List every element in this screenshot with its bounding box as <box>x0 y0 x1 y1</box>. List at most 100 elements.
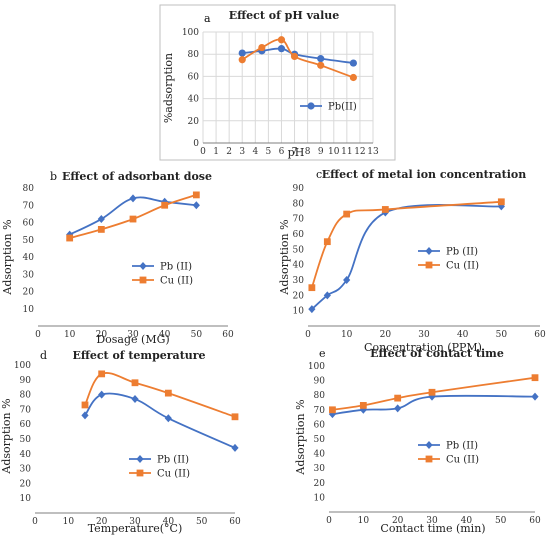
y-tick-label: 20 <box>188 117 200 127</box>
data-point <box>323 291 331 300</box>
legend-label: Pb(II) <box>328 102 357 113</box>
data-point <box>192 201 200 210</box>
y-tick-label: 40 <box>188 95 200 105</box>
legend-label: Cu (II) <box>446 455 479 466</box>
x-tick-label: 0 <box>326 516 332 526</box>
chart-panel-c: 0 10 20 30 40 50 60 10 20 30 40 50 60 70 80 90 c Effect o… <box>278 168 546 354</box>
y-tick-label: 80 <box>293 199 305 209</box>
data-point <box>329 406 336 414</box>
data-point <box>308 305 316 314</box>
legend-label: Pb (II) <box>446 247 478 258</box>
y-tick-label: 30 <box>20 465 32 475</box>
x-axis-label: pH <box>288 146 305 159</box>
data-point <box>394 394 402 402</box>
x-tick-label: 20 <box>96 330 108 340</box>
series-pb-ii- <box>81 390 239 452</box>
x-tick-label: 7 <box>292 147 298 157</box>
legend-swatch-marker <box>139 262 147 270</box>
x-tick-label: 20 <box>96 517 108 527</box>
data-point <box>343 210 351 218</box>
data-point <box>531 374 539 382</box>
x-tick-label: 10 <box>328 147 340 157</box>
x-tick-label: 10 <box>63 517 75 527</box>
y-tick-label: 90 <box>20 376 32 386</box>
y-tick-label: 90 <box>314 377 326 387</box>
data-point <box>97 215 105 224</box>
y-tick-label: 80 <box>314 391 326 401</box>
y-tick-label: 100 <box>182 28 199 38</box>
x-tick-label: 30 <box>127 330 139 340</box>
y-tick-label: 30 <box>314 464 326 474</box>
x-tick-label: 60 <box>222 330 234 340</box>
y-tick-label: 40 <box>314 450 326 460</box>
y-tick-label: 20 <box>314 479 326 489</box>
panel-letter: c <box>316 168 322 181</box>
x-tick-label: 1 <box>213 147 219 157</box>
legend-label: Cu (II) <box>157 469 190 480</box>
y-axis-label: Adsorption % <box>1 219 14 295</box>
series-unlabeled <box>238 36 357 82</box>
y-tick-label: 20 <box>293 291 305 301</box>
chart-title: Effect of temperature <box>72 349 205 362</box>
y-axis-label: Adsorption % <box>0 398 13 474</box>
data-point <box>531 392 539 401</box>
x-tick-label: 3 <box>239 147 245 157</box>
series-cu-ii- <box>329 374 539 414</box>
data-point <box>381 206 389 213</box>
legend-swatch-marker <box>136 469 144 477</box>
panel-letter: a <box>204 12 211 25</box>
data-point <box>238 56 246 64</box>
data-point <box>98 370 106 378</box>
legend-label: Cu (II) <box>446 261 479 272</box>
series-line <box>241 38 354 79</box>
series-line <box>311 200 502 288</box>
legend: Pb (II) Cu (II) <box>132 262 193 287</box>
y-tick-label: 70 <box>20 405 32 415</box>
y-tick-label: 80 <box>23 184 35 194</box>
y-tick-label: 70 <box>314 406 326 416</box>
y-tick-label: 50 <box>314 435 326 445</box>
y-tick-label: 30 <box>23 270 35 280</box>
y-tick-label: 60 <box>293 230 305 240</box>
series-line <box>84 392 236 449</box>
y-axis-label: Adsorption % <box>278 219 291 295</box>
chart-title: Effect of contact time <box>370 347 504 360</box>
data-point <box>164 414 172 423</box>
chart-title: Effect of adsorbant dose <box>62 170 212 183</box>
chart-panel-d: 0 10 20 30 40 50 60 10 20 30 40 50 60 70 80 90 100 d Effec… <box>0 349 241 535</box>
x-axis-label: Contact time (min) <box>380 522 485 535</box>
data-point <box>308 284 316 292</box>
x-tick-label: 60 <box>529 516 541 526</box>
x-tick-label: 50 <box>495 516 507 526</box>
x-tick-label: 10 <box>64 330 76 340</box>
data-point <box>192 191 200 199</box>
chart-title: Effect of metal ion concentration <box>322 168 526 181</box>
x-tick-label: 2 <box>226 147 232 157</box>
y-tick-label: 50 <box>23 236 35 246</box>
x-tick-label: 20 <box>392 516 404 526</box>
legend-swatch-marker <box>425 247 433 255</box>
y-tick-label: 40 <box>20 450 32 460</box>
panel-letter: e <box>319 347 326 360</box>
x-tick-label: 5 <box>266 147 272 157</box>
chart-panel-e: 0 10 20 30 40 50 60 10 20 30 40 50 60 70 80 90 100 e Effec… <box>294 347 541 535</box>
legend: Pb (II) Cu (II) <box>418 441 479 466</box>
data-point <box>349 73 357 82</box>
legend-swatch-marker <box>425 441 433 449</box>
legend: Pb (II) Cu (II) <box>418 247 479 272</box>
data-point <box>81 401 89 409</box>
data-point <box>349 59 357 67</box>
x-tick-label: 11 <box>341 147 352 157</box>
data-point <box>164 389 172 397</box>
data-point <box>231 443 239 452</box>
x-tick-label: 40 <box>457 330 469 340</box>
legend-swatch-marker <box>136 455 144 463</box>
x-axis-label: Temperature(°C) <box>88 522 183 535</box>
data-point <box>129 194 137 203</box>
legend: Pb(II) <box>300 102 357 113</box>
data-point <box>290 52 299 61</box>
data-point <box>323 238 331 246</box>
y-axis-label: Adsorption % <box>294 399 307 475</box>
